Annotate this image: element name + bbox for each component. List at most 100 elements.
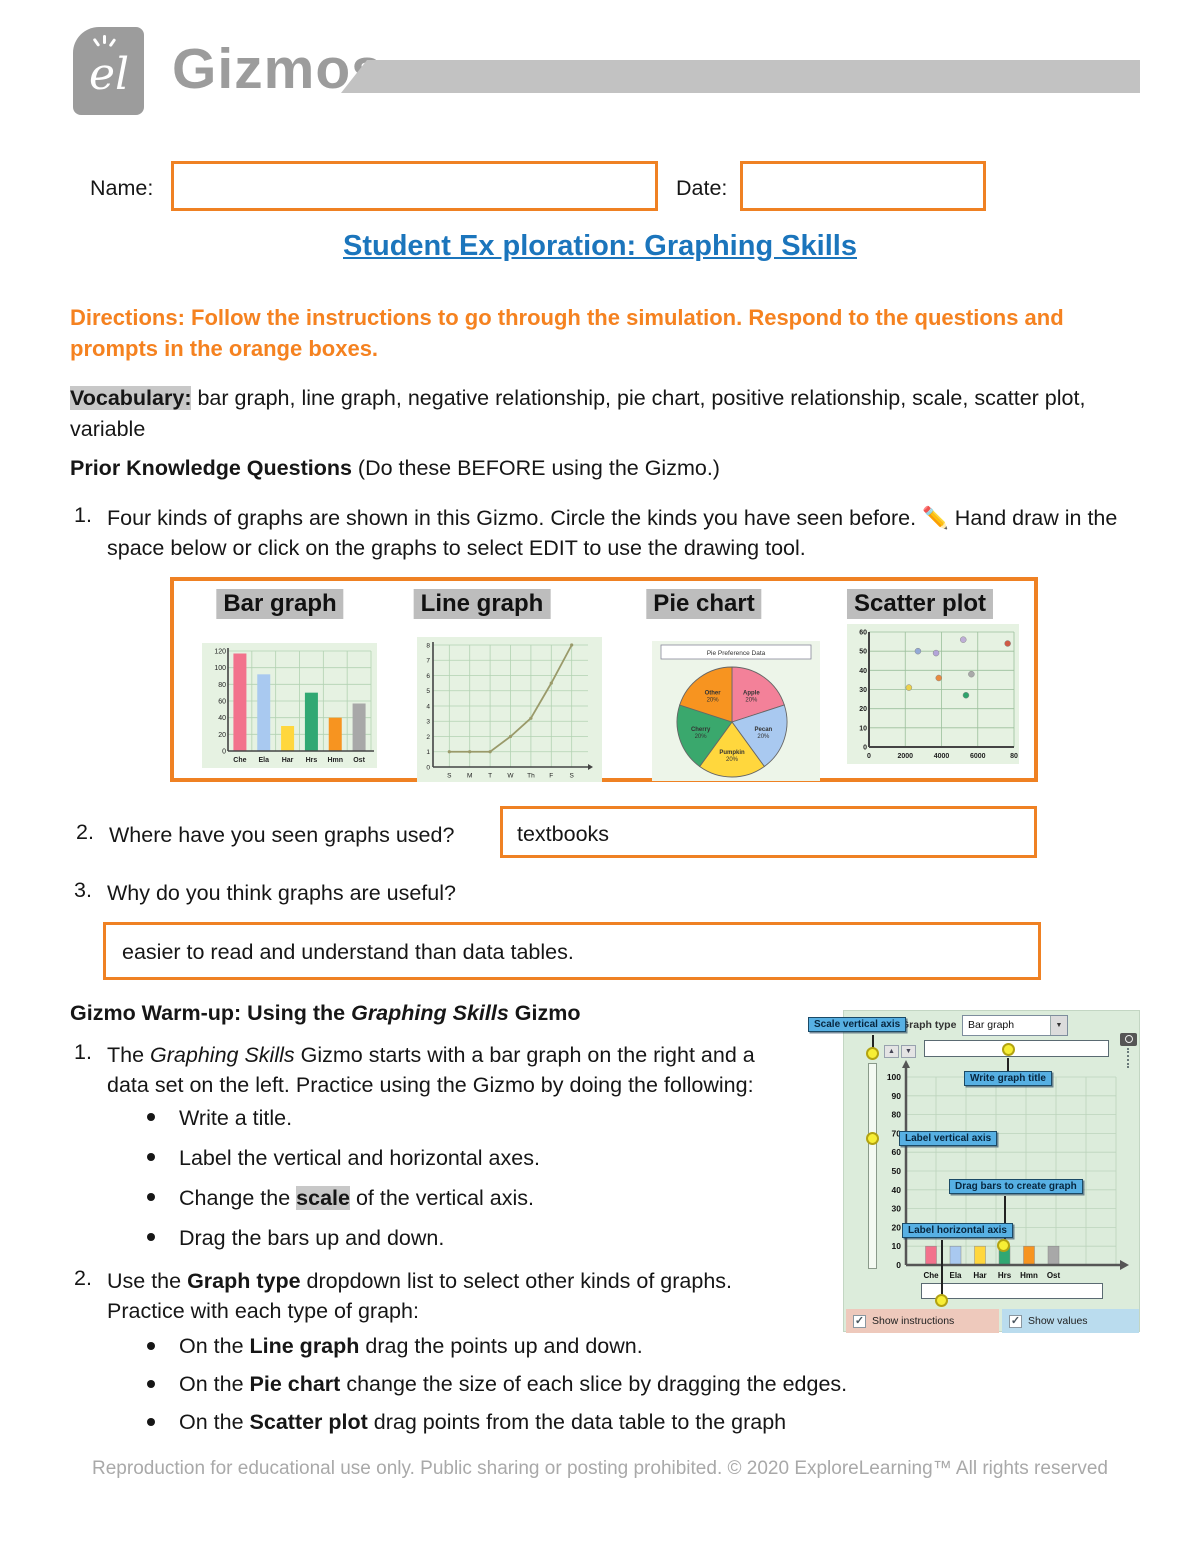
vocabulary-terms: bar graph, line graph, negative relation… xyxy=(70,386,1086,441)
svg-text:Ela: Ela xyxy=(258,757,269,764)
bar-graph-thumbnail[interactable]: 0 20 40 60 80 100 120 Che Ela Har Hrs Hmn Ost xyxy=(202,643,377,768)
pie-chart-thumbnail[interactable]: Pie Preference DataApple20%Pecan20%Pumpk… xyxy=(652,641,820,781)
svg-text:2000: 2000 xyxy=(897,753,913,760)
page-title: Student Ex ploration: Graphing Skills xyxy=(343,230,857,262)
svg-text:8: 8 xyxy=(426,642,430,649)
warmup-bullet: On the Scatter plot drag points from the… xyxy=(179,1407,939,1437)
svg-text:Pumpkin: Pumpkin xyxy=(719,750,745,756)
callout-connector xyxy=(1004,1196,1006,1239)
bullet-bold: Line graph xyxy=(249,1334,360,1358)
bullet-icon xyxy=(147,1418,155,1426)
svg-text:Other: Other xyxy=(705,690,722,696)
bullet-text: On the xyxy=(179,1372,250,1396)
svg-text:40: 40 xyxy=(218,715,226,722)
show-values-checkbox[interactable]: ✓ xyxy=(1009,1314,1022,1328)
show-values-toggle[interactable]: ✓ Show values xyxy=(1002,1309,1139,1333)
gizmo-bar-chart[interactable]: 0 10 20 30 40 50 60 70 80 90 100 Che Ela Har Hrs Hmn Ost xyxy=(844,1051,1141,1286)
name-label: Name: xyxy=(90,176,154,200)
q1-text-after: Hand draw in the space below or click on… xyxy=(107,506,1118,560)
camera-lens xyxy=(1125,1035,1133,1043)
vocabulary-label: Vocabulary: xyxy=(70,386,192,410)
svg-text:Ost: Ost xyxy=(353,757,365,764)
svg-text:4000: 4000 xyxy=(934,753,950,760)
graph-title-handle[interactable] xyxy=(1002,1043,1015,1056)
bullet-text: On the xyxy=(179,1334,250,1358)
q3-number: 3. xyxy=(74,878,92,902)
scatter-plot-thumbnail[interactable]: 0 10 20 30 40 50 60 0 2000 4000 6000 80 xyxy=(847,624,1019,764)
svg-text:60: 60 xyxy=(218,698,226,705)
bullet-icon xyxy=(147,1233,155,1241)
scale-axis-handle[interactable] xyxy=(866,1047,879,1060)
bullet-hl: scale xyxy=(296,1186,350,1210)
warmup-item1-text: The Graphing Skills Gizmo starts with a … xyxy=(107,1040,775,1100)
bar-drag-handle[interactable] xyxy=(997,1239,1010,1252)
drag-bars-callout: Drag bars to create graph xyxy=(949,1179,1083,1194)
date-input[interactable] xyxy=(740,161,986,211)
svg-text:120: 120 xyxy=(214,648,226,655)
q2-number: 2. xyxy=(76,820,94,844)
warmup-item1-post: Gizmo starts with a bar graph on the rig… xyxy=(107,1043,755,1097)
svg-text:Apple: Apple xyxy=(743,690,760,696)
svg-text:20: 20 xyxy=(859,706,867,713)
svg-text:20%: 20% xyxy=(757,734,770,740)
date-value xyxy=(743,164,983,184)
vertical-axis-label-handle[interactable] xyxy=(866,1132,879,1145)
header-banner xyxy=(341,60,1140,93)
svg-text:Hrs: Hrs xyxy=(998,1271,1012,1280)
svg-text:5: 5 xyxy=(426,688,430,695)
scale-up-button[interactable]: ▲ xyxy=(884,1045,899,1058)
svg-text:10: 10 xyxy=(892,1241,902,1251)
name-input[interactable] xyxy=(171,161,658,211)
logo-ray-icon xyxy=(103,35,106,44)
bullet-text: Drag the bars up and down. xyxy=(179,1226,445,1250)
bullet-post: change the size of each slice by draggin… xyxy=(340,1372,848,1396)
date-label: Date: xyxy=(676,176,728,200)
show-instructions-checkbox[interactable]: ✓ xyxy=(853,1314,866,1328)
horizontal-axis-label-handle[interactable] xyxy=(935,1294,948,1307)
show-instructions-toggle[interactable]: ✓ Show instructions xyxy=(846,1309,999,1333)
svg-text:100: 100 xyxy=(887,1072,901,1082)
vertical-axis-slider[interactable] xyxy=(868,1063,877,1269)
svg-text:50: 50 xyxy=(892,1166,902,1176)
warmup-item2-text: Use the Graph type dropdown list to sele… xyxy=(107,1266,797,1326)
svg-text:1: 1 xyxy=(426,749,430,756)
line-graph-thumbnail[interactable]: 0 1 2 3 4 5 6 7 8 S M T W Th F S xyxy=(417,637,602,782)
bullet-icon xyxy=(147,1342,155,1350)
svg-text:20%: 20% xyxy=(745,697,758,703)
bullet-icon xyxy=(147,1113,155,1121)
svg-text:20%: 20% xyxy=(707,697,720,703)
directions-text: Directions: Follow the instructions to g… xyxy=(70,305,1064,361)
q3-answer-box[interactable]: easier to read and understand than data … xyxy=(103,922,1041,980)
svg-text:20%: 20% xyxy=(695,734,708,740)
graph-type-dropdown[interactable]: Bar graph ▼ xyxy=(962,1015,1068,1036)
dropdown-arrow-icon[interactable]: ▼ xyxy=(1050,1016,1067,1035)
graph-title-input[interactable] xyxy=(924,1040,1109,1057)
svg-text:80: 80 xyxy=(218,682,226,689)
callout-connector xyxy=(872,1035,874,1048)
scale-down-button[interactable]: ▼ xyxy=(901,1045,916,1058)
el-script-icon: el xyxy=(89,49,130,100)
bullet-bold: Pie chart xyxy=(249,1372,341,1396)
q2-answer-box[interactable]: textbooks xyxy=(500,806,1037,858)
q1-number: 1. xyxy=(74,503,92,527)
svg-text:20: 20 xyxy=(218,732,226,739)
q2-text: Where have you seen graphs used? xyxy=(109,823,455,847)
svg-text:Pie Preference Data: Pie Preference Data xyxy=(707,650,766,657)
warmup-bullet: On the Line graph drag the points up and… xyxy=(179,1331,939,1361)
camera-icon[interactable] xyxy=(1120,1033,1137,1046)
horizontal-axis-label-input[interactable] xyxy=(921,1283,1103,1299)
bullet-post: drag the points up and down. xyxy=(359,1334,643,1358)
svg-text:Har: Har xyxy=(282,757,294,764)
svg-text:S: S xyxy=(447,773,452,780)
bar-graph-header: Bar graph xyxy=(216,589,344,619)
name-value xyxy=(174,164,655,184)
svg-text:80: 80 xyxy=(892,1110,902,1120)
q3-text: Why do you think graphs are useful? xyxy=(107,881,456,905)
svg-text:2: 2 xyxy=(426,734,430,741)
svg-text:3: 3 xyxy=(426,719,430,726)
bullet-icon xyxy=(147,1380,155,1388)
svg-text:Har: Har xyxy=(973,1271,986,1280)
svg-text:Hrs: Hrs xyxy=(306,757,318,764)
logo-ray-icon xyxy=(108,38,116,47)
bullet-text: Write a title. xyxy=(179,1106,293,1130)
